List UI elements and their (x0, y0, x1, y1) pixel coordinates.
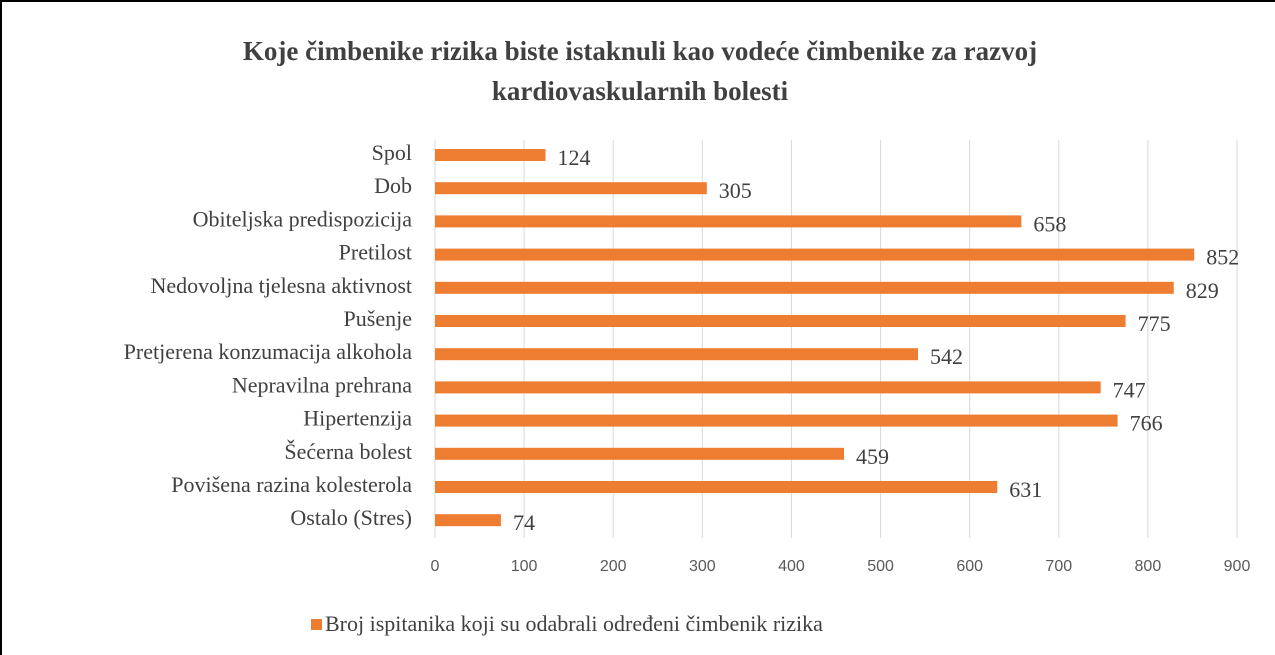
data-label: 852 (1206, 245, 1239, 270)
x-tick-label: 500 (867, 558, 894, 575)
x-tick-label: 0 (431, 558, 440, 575)
bar (435, 248, 1195, 261)
bar (435, 381, 1101, 394)
y-tick-label: Dob (374, 173, 412, 198)
bar (435, 348, 918, 361)
data-label: 124 (557, 145, 590, 170)
data-label: 747 (1113, 377, 1146, 402)
bar (435, 315, 1126, 327)
y-tick-label: Obiteljska predispozicija (193, 206, 413, 231)
legend-label: Broj ispitanika koji su odabrali određen… (325, 611, 823, 636)
y-tick-label: Pušenje (344, 306, 412, 331)
bar (435, 414, 1118, 427)
bar (435, 447, 845, 460)
data-label: 829 (1186, 278, 1219, 303)
bar (435, 514, 501, 527)
y-tick-label: Ostalo (Stres) (290, 505, 412, 530)
data-label: 658 (1033, 211, 1066, 236)
data-label: 631 (1009, 477, 1042, 502)
y-tick-label: Nedovoljna tjelesna aktivnost (151, 273, 413, 298)
chart-title: kardiovaskularnih bolesti (492, 76, 789, 106)
x-tick-label: 600 (956, 558, 983, 575)
data-label: 459 (856, 444, 889, 469)
bar (435, 182, 707, 195)
y-tick-label: Pretilost (339, 240, 412, 265)
data-label: 775 (1138, 311, 1171, 336)
y-tick-label: Nepravilna prehrana (232, 372, 412, 397)
data-label: 766 (1130, 411, 1163, 436)
x-tick-label: 700 (1045, 558, 1072, 575)
y-tick-label: Spol (372, 140, 412, 165)
bar (435, 281, 1174, 294)
x-tick-label: 900 (1224, 558, 1251, 575)
y-tick-label: Šećerna bolest (284, 439, 412, 464)
x-tick-label: 400 (778, 558, 805, 575)
x-tick-label: 300 (689, 558, 716, 575)
bar (435, 215, 1022, 228)
y-tick-label: Pretjerena konzumacija alkohola (124, 339, 413, 364)
x-tick-label: 200 (600, 558, 627, 575)
bar (435, 149, 546, 161)
bar (435, 481, 998, 493)
x-tick-label: 100 (511, 558, 538, 575)
data-label: 305 (719, 178, 752, 203)
data-label: 74 (513, 510, 535, 535)
y-tick-label: Hipertenzija (303, 406, 412, 431)
y-tick-label: Povišena razina kolesterola (171, 472, 412, 497)
data-label: 542 (930, 344, 963, 369)
chart-title: Koje čimbenike rizika biste istaknuli ka… (243, 36, 1037, 66)
x-tick-label: 800 (1135, 558, 1162, 575)
legend-swatch (311, 619, 322, 630)
